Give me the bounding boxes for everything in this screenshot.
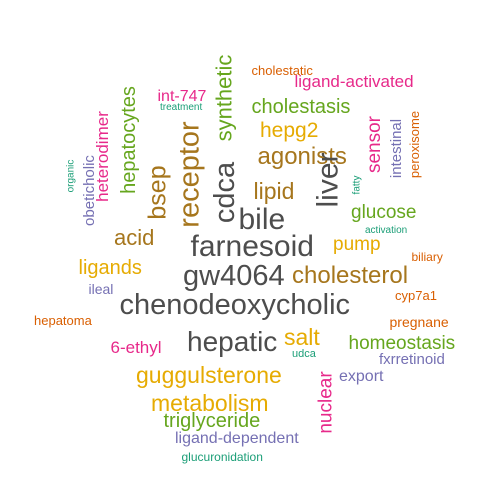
word-bsep: bsep <box>143 164 172 220</box>
word-cyp7a1: cyp7a1 <box>395 287 437 303</box>
word-metabolism: metabolism <box>151 389 269 416</box>
word-biliary: biliary <box>411 250 443 264</box>
word-ligand-activated: ligand-activated <box>294 71 414 91</box>
word-ligand-dependent: ligand-dependent <box>175 430 299 447</box>
word-ligands: ligands <box>78 257 142 279</box>
word-guggulsterone: guggulsterone <box>136 361 282 388</box>
word-6-ethyl: 6-ethyl <box>110 337 162 357</box>
word-cholesterol: cholesterol <box>292 262 409 289</box>
word-receptor: receptor <box>173 120 206 228</box>
word-hepatocytes: hepatocytes <box>117 86 140 194</box>
word-hepatoma: hepatoma <box>34 312 92 328</box>
word-obeticholic: obeticholic <box>80 154 98 226</box>
word-lipid: lipid <box>253 177 295 204</box>
word-udca: udca <box>292 347 316 360</box>
word-salt: salt <box>284 323 320 350</box>
word-hepatic: hepatic <box>187 326 278 357</box>
word-glucuronidation: glucuronidation <box>181 450 263 464</box>
word-ileal: ileal <box>88 281 114 297</box>
word-liver: liver <box>311 152 345 208</box>
word-gw4064: gw4064 <box>183 259 285 292</box>
word-pregnane: pregnane <box>389 314 449 330</box>
word-organic: organic <box>64 159 76 193</box>
word-hepg2: hepg2 <box>260 118 319 142</box>
word-acid: acid <box>114 225 155 250</box>
word-cdca: cdca <box>208 161 241 223</box>
word-farnesoid: farnesoid <box>190 230 314 263</box>
word-int-747: int-747 <box>157 88 207 105</box>
word-cholestatic: cholestatic <box>251 62 313 78</box>
word-synthetic: synthetic <box>210 54 236 142</box>
word-nuclear: nuclear <box>315 370 337 434</box>
word-glucose: glucose <box>351 201 417 223</box>
word-export: export <box>339 368 384 385</box>
word-chenodeoxycholic: chenodeoxycholic <box>119 288 351 321</box>
word-treatment: treatment <box>160 102 203 113</box>
word-peroxisome: peroxisome <box>406 110 422 178</box>
word-cholestasis: cholestasis <box>251 96 351 118</box>
word-fxrretinoid: fxrretinoid <box>379 350 445 368</box>
word-pump: pump <box>333 233 381 255</box>
word-intestinal: intestinal <box>387 118 405 178</box>
word-bile: bile <box>238 203 286 236</box>
word-triglyceride: triglyceride <box>163 410 261 432</box>
word-agonists: agonists <box>257 143 347 170</box>
word-homeostasis: homeostasis <box>348 332 456 354</box>
word-fatty: fatty <box>350 175 362 195</box>
word-activation: activation <box>365 225 408 236</box>
word-sensor: sensor <box>363 115 385 173</box>
